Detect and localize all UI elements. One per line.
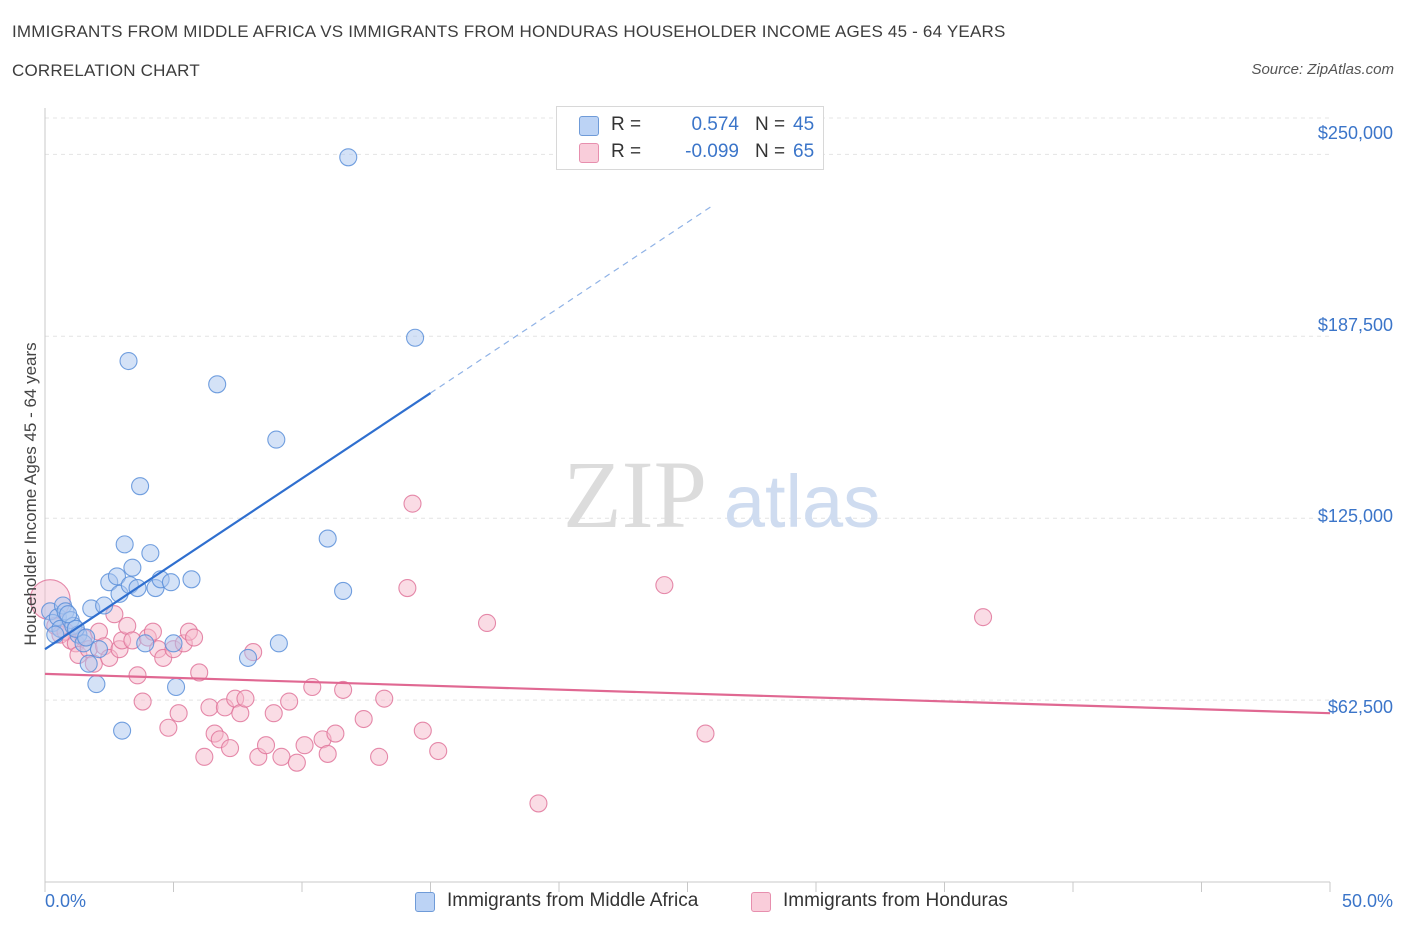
honduras-point	[403, 494, 422, 513]
honduras-point	[128, 666, 147, 685]
trend-line-middle-africa	[44, 392, 432, 651]
honduras-point	[529, 794, 548, 813]
middle-africa-point	[79, 654, 98, 673]
correlation-legend: R = 0.574 N = 45 R = -0.099 N = 65	[556, 106, 824, 170]
y-tick-label-62500: $62,500	[1327, 697, 1393, 717]
legend-r-label: R =	[611, 141, 642, 162]
legend-n-value: 65	[793, 141, 815, 162]
chart-title: IMMIGRANTS FROM MIDDLE AFRICA VS IMMIGRA…	[12, 22, 1006, 41]
middle-africa-point	[318, 529, 337, 548]
honduras-point	[370, 747, 389, 766]
honduras-point	[185, 628, 204, 647]
middle-africa-point	[89, 640, 109, 659]
middle-africa-point	[182, 570, 201, 589]
middle-africa-point	[119, 351, 138, 371]
source-credit: Source: ZipAtlas.com	[1251, 61, 1394, 78]
honduras-point	[295, 736, 314, 755]
trend-line-honduras	[44, 672, 1331, 715]
honduras-point	[354, 709, 373, 729]
honduras-point	[169, 704, 188, 723]
watermark-atlas: atlas	[724, 460, 880, 543]
data-points	[29, 148, 993, 813]
honduras-point	[280, 692, 299, 711]
honduras-point	[696, 724, 715, 743]
honduras-point	[429, 741, 448, 761]
middle-africa-point	[87, 675, 106, 694]
series-swatch-pink	[751, 892, 771, 912]
honduras-point	[195, 747, 214, 766]
series-label-middle-africa: Immigrants from Middle Africa	[447, 890, 699, 911]
middle-africa-point	[339, 148, 358, 167]
middle-africa-point	[77, 628, 96, 647]
middle-africa-point	[267, 430, 286, 449]
middle-africa-point	[406, 328, 425, 347]
legend-swatch-pink	[579, 143, 599, 163]
honduras-point	[272, 747, 291, 766]
honduras-point	[190, 663, 209, 682]
chart-subtitle: CORRELATION CHART	[12, 61, 200, 80]
honduras-point	[973, 608, 993, 627]
middle-africa-point	[208, 375, 227, 394]
honduras-point	[220, 739, 240, 758]
honduras-point	[287, 753, 306, 772]
middle-africa-point	[141, 544, 160, 563]
x-tick-label-min: 0.0%	[45, 891, 87, 911]
honduras-point	[326, 724, 345, 743]
legend-n-label: N =	[755, 141, 786, 162]
honduras-point	[264, 704, 283, 723]
legend-n-label: N =	[755, 114, 786, 135]
watermark-zip: ZIP	[563, 441, 707, 548]
honduras-point	[398, 578, 417, 598]
honduras-point	[655, 576, 674, 595]
middle-africa-point	[123, 558, 142, 577]
series-label-honduras: Immigrants from Honduras	[783, 890, 1008, 911]
middle-africa-point	[113, 721, 132, 740]
middle-africa-point	[164, 634, 183, 653]
legend-r-value: 0.574	[691, 114, 739, 135]
trend-line-middle-africa-extension	[430, 204, 714, 394]
middle-africa-point	[131, 477, 150, 496]
legend-n-value: 45	[793, 114, 815, 135]
legend-swatch-blue	[579, 116, 599, 136]
middle-africa-point	[115, 535, 134, 554]
middle-africa-point	[334, 581, 353, 601]
middle-africa-point	[238, 648, 258, 667]
middle-africa-point	[46, 625, 65, 644]
series-swatch-blue	[415, 892, 435, 912]
x-tick-label-max: 50.0%	[1341, 891, 1393, 911]
honduras-point	[200, 698, 219, 717]
grid-lines	[45, 117, 1330, 701]
y-axis-label: Householder Income Ages 45 - 64 years	[21, 342, 40, 646]
honduras-point	[236, 689, 255, 708]
legend-r-value: -0.099	[685, 141, 739, 162]
honduras-point	[159, 718, 178, 737]
middle-africa-point	[161, 573, 180, 592]
middle-africa-point	[107, 567, 127, 586]
middle-africa-point	[167, 677, 186, 697]
honduras-point	[133, 692, 152, 711]
y-tick-label-250000: $250,000	[1317, 123, 1393, 143]
middle-africa-point	[269, 634, 288, 653]
middle-africa-point	[136, 634, 155, 653]
honduras-point	[318, 744, 337, 763]
legend-r-label: R =	[611, 114, 642, 135]
middle-africa-point	[59, 605, 78, 624]
y-tick-label-187500: $187,500	[1317, 315, 1393, 335]
trend-lines	[44, 204, 1331, 715]
honduras-point	[256, 736, 276, 755]
honduras-point	[334, 680, 353, 699]
honduras-point	[375, 689, 394, 708]
y-tick-label-125000: $125,000	[1317, 506, 1393, 526]
watermark: ZIP atlas	[563, 441, 880, 548]
honduras-point	[477, 613, 497, 633]
axes	[44, 108, 1331, 892]
honduras-point	[413, 721, 432, 740]
